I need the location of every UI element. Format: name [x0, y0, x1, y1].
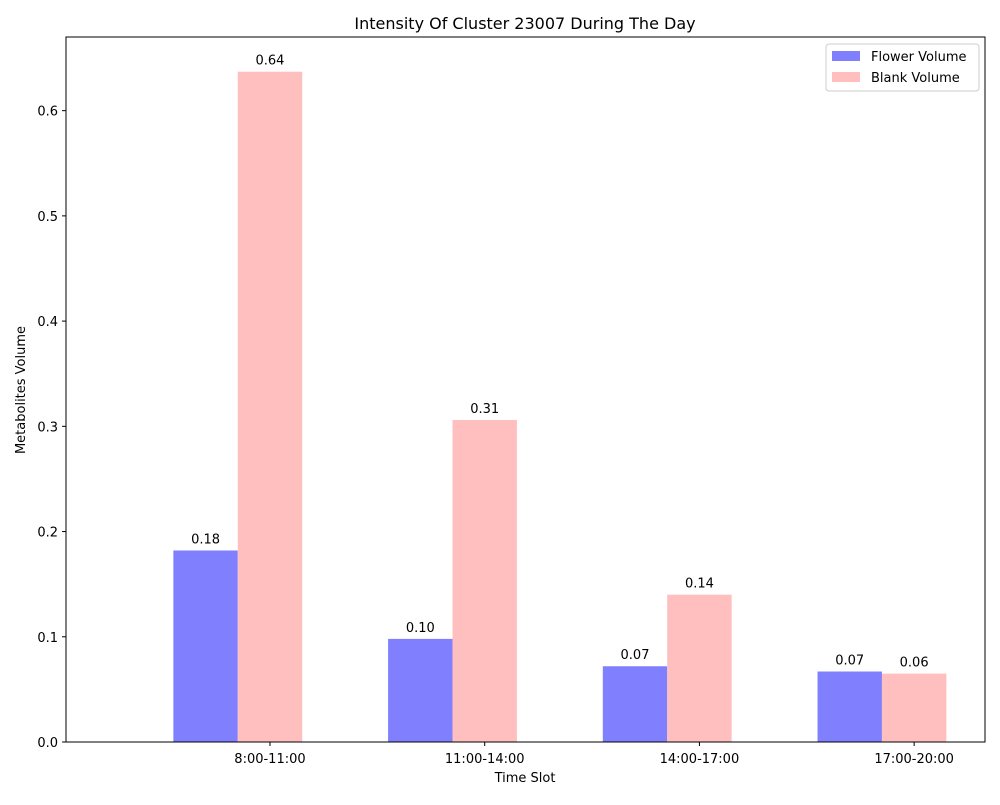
legend: Flower Volume Blank Volume [825, 43, 980, 92]
x-tick-label: 14:00-17:00 [660, 752, 740, 767]
data-label: 0.18 [191, 532, 220, 547]
x-axis-label: Time Slot [494, 771, 556, 786]
bar [388, 638, 453, 742]
y-tick-label: 0.6 [37, 105, 58, 120]
bar [452, 420, 517, 742]
data-label: 0.06 [900, 656, 929, 671]
y-tick-label: 0.4 [37, 315, 58, 330]
bar [881, 673, 947, 742]
data-label: 0.64 [256, 54, 285, 69]
y-tick-label: 0.3 [37, 420, 58, 435]
bar [817, 671, 882, 742]
chart-title: Intensity Of Cluster 23007 During The Da… [354, 14, 695, 33]
x-tick-label: 11:00-14:00 [445, 752, 525, 767]
data-label: 0.07 [835, 654, 864, 669]
data-label: 0.31 [470, 402, 499, 417]
x-tick-label: 17:00-20:00 [874, 752, 954, 767]
y-axis-ticks: 0.0 0.1 0.2 0.3 0.4 0.5 0.6 [37, 105, 66, 751]
x-tick-label: 8:00-11:00 [234, 752, 305, 767]
bar [237, 71, 303, 743]
x-axis-ticks: 8:00-11:00 11:00-14:00 14:00-17:00 17:00-20… [234, 742, 954, 767]
y-tick-label: 0.0 [37, 736, 58, 751]
legend-label-blank: Blank Volume [871, 71, 960, 86]
legend-swatch-flower [832, 51, 860, 61]
bar [667, 594, 732, 742]
bars-layer: 0.18 0.10 0.07 0.07 0.64 0.31 0.14 0.06 [173, 54, 947, 743]
y-tick-label: 0.2 [37, 526, 58, 541]
data-label: 0.07 [621, 648, 650, 663]
bar [602, 666, 668, 742]
y-axis-label: Metabolites Volume [14, 326, 29, 454]
legend-label-flower: Flower Volume [871, 50, 967, 65]
y-tick-label: 0.1 [37, 631, 58, 646]
y-tick-label: 0.5 [37, 210, 58, 225]
plot-frame [65, 36, 986, 743]
data-label: 0.10 [406, 621, 435, 636]
legend-swatch-blank [832, 72, 860, 82]
bar [173, 550, 238, 742]
data-label: 0.14 [685, 577, 714, 592]
legend-box [825, 43, 980, 92]
